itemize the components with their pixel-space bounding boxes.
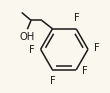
Text: F: F (74, 13, 80, 23)
Text: F: F (29, 45, 35, 55)
Text: OH: OH (19, 32, 35, 42)
Text: F: F (82, 66, 88, 76)
Text: F: F (94, 43, 100, 53)
Text: F: F (50, 76, 56, 86)
